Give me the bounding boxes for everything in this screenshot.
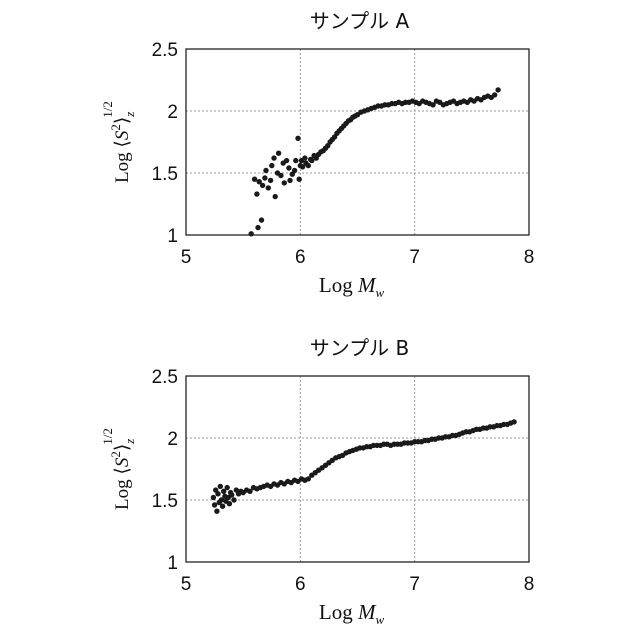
chart-title: サンプル A <box>310 9 410 33</box>
data-point <box>286 165 291 170</box>
data-point <box>229 492 234 497</box>
x-axis-label: Log Mw <box>319 273 385 300</box>
panel-sample-a: サンプル A 5 6 7 8 1 1.5 2 2.5 Log Mw Log ⟨S2⟩z1/2 <box>100 9 534 300</box>
data-point <box>287 178 292 183</box>
data-point <box>218 484 223 489</box>
data-point <box>262 175 267 180</box>
x-tick-label: 6 <box>295 247 306 268</box>
y-tick-label: 2 <box>167 429 178 450</box>
y-tick-label: 2 <box>167 102 178 123</box>
data-point <box>271 155 276 160</box>
x-tick-label: 7 <box>409 574 420 595</box>
panel-sample-b: サンプル B 5 6 7 8 1 1.5 2 2.5 Log Mw Log ⟨S2⟩z1/2 <box>100 336 534 627</box>
x-tick-label: 8 <box>524 574 535 595</box>
data-point <box>225 485 230 490</box>
data-point <box>268 178 273 183</box>
data-point <box>231 497 236 502</box>
data-point <box>259 217 264 222</box>
data-point <box>293 158 298 163</box>
x-tick-label: 5 <box>181 574 192 595</box>
y-tick-label: 1 <box>167 226 178 247</box>
plot-frame <box>186 49 529 235</box>
data-point <box>269 163 274 168</box>
y-tick-label: 2.5 <box>152 367 178 388</box>
data-point <box>266 185 271 190</box>
x-tick-label: 8 <box>524 247 535 268</box>
x-tick-label: 5 <box>181 247 192 268</box>
data-point <box>306 163 311 168</box>
data-point <box>254 191 259 196</box>
chart-title: サンプル B <box>310 336 409 360</box>
data-point <box>211 495 216 500</box>
y-tick-label: 1 <box>167 553 178 574</box>
data-point <box>292 168 297 173</box>
data-point <box>495 87 500 92</box>
data-point <box>263 168 268 173</box>
x-tick-label: 6 <box>295 574 306 595</box>
data-point <box>273 194 278 199</box>
data-point <box>284 158 289 163</box>
data-point <box>282 180 287 185</box>
data-point <box>255 225 260 230</box>
data-point <box>252 177 257 182</box>
y-axis-label: Log ⟨S2⟩z1/2 <box>100 101 137 183</box>
plot-frame <box>186 376 529 562</box>
data-point <box>220 504 225 509</box>
data-point <box>295 136 300 141</box>
data-point <box>276 151 281 156</box>
x-axis-label: Log Mw <box>319 600 385 627</box>
data-point <box>492 92 497 97</box>
data-point <box>214 509 219 514</box>
data-point <box>302 155 307 160</box>
data-point <box>297 177 302 182</box>
y-axis-label: Log ⟨S2⟩z1/2 <box>100 428 137 510</box>
data-point <box>215 491 220 496</box>
data-point <box>511 419 516 424</box>
x-tick-label: 7 <box>409 247 420 268</box>
data-point <box>260 183 265 188</box>
y-tick-label: 1.5 <box>152 491 178 512</box>
y-tick-label: 1.5 <box>152 164 178 185</box>
data-point <box>249 231 254 236</box>
y-tick-label: 2.5 <box>152 40 178 61</box>
data-point <box>212 502 217 507</box>
data-point <box>227 501 232 506</box>
data-point <box>278 173 283 178</box>
